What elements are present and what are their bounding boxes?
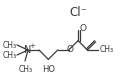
Text: O: O [66, 44, 73, 54]
Text: N: N [24, 45, 32, 55]
Text: O: O [80, 24, 87, 33]
Text: CH₃: CH₃ [99, 46, 113, 54]
Text: HO: HO [42, 65, 55, 74]
Text: CH₃: CH₃ [19, 64, 33, 74]
Text: Cl⁻: Cl⁻ [69, 6, 87, 20]
Text: +: + [29, 43, 35, 49]
Text: CH₃: CH₃ [3, 40, 17, 50]
Text: CH₃: CH₃ [3, 50, 17, 60]
